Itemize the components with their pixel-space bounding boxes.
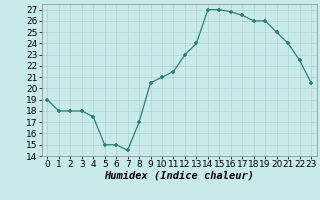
X-axis label: Humidex (Indice chaleur): Humidex (Indice chaleur) bbox=[104, 171, 254, 181]
